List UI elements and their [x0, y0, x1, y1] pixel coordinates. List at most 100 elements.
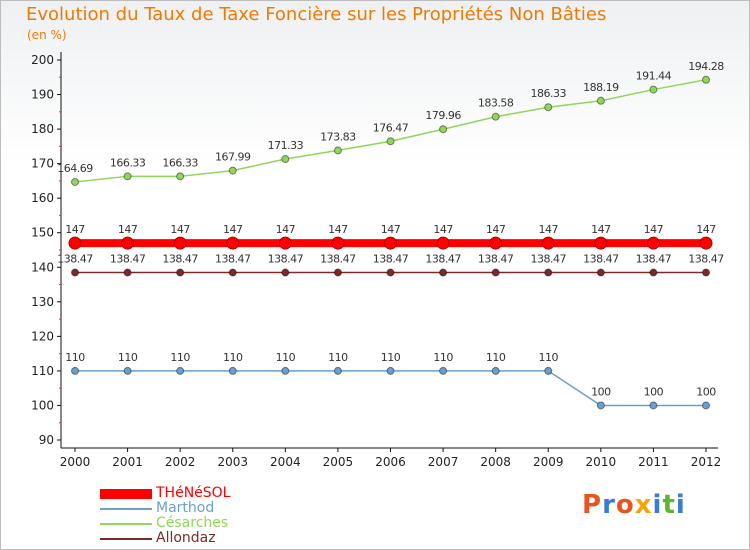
data-label: 138.47 [57, 253, 93, 266]
data-point [439, 366, 448, 375]
data-label: 188.19 [583, 81, 619, 94]
y-tick-label: 190 [31, 88, 54, 102]
data-label: 138.47 [688, 253, 724, 266]
legend-label: Césarches [156, 515, 229, 531]
data-label: 147 [381, 223, 401, 236]
data-point [333, 146, 342, 155]
x-tick-label: 2009 [533, 455, 564, 469]
data-label: 171.33 [268, 139, 304, 152]
data-label: 147 [170, 223, 190, 236]
y-tick-label: 100 [31, 398, 54, 412]
data-point [226, 236, 240, 250]
legend-swatch [100, 508, 152, 510]
data-label: 110 [486, 351, 506, 364]
data-point [649, 401, 658, 410]
legend-label: THéNéSOL [156, 485, 231, 501]
data-label: 138.47 [425, 253, 461, 266]
data-point [333, 366, 342, 375]
y-tick-label: 160 [31, 191, 54, 205]
data-point [386, 268, 395, 277]
data-label: 110 [223, 351, 243, 364]
data-point [71, 268, 79, 277]
data-point [544, 366, 553, 375]
y-tick-label: 130 [31, 295, 54, 309]
y-tick-label: 140 [31, 260, 54, 274]
data-label: 138.47 [478, 253, 514, 266]
data-point [281, 366, 290, 375]
data-label: 110 [276, 351, 296, 364]
data-point [176, 172, 185, 181]
data-label: 166.33 [110, 156, 146, 169]
x-tick-label: 2001 [112, 455, 143, 469]
data-label: 100 [591, 385, 611, 398]
logo-letter: o [615, 490, 635, 520]
data-label: 179.96 [425, 109, 461, 122]
data-point [646, 236, 660, 250]
data-point [702, 75, 710, 84]
data-label: 147 [328, 223, 348, 236]
x-tick-label: 2007 [428, 455, 459, 469]
data-point [71, 177, 79, 186]
data-point [649, 85, 658, 94]
logo-letter: P [582, 490, 603, 520]
x-tick-label: 2005 [323, 455, 354, 469]
data-point [491, 268, 500, 277]
data-point [544, 103, 553, 112]
data-label: 138.47 [373, 253, 409, 266]
data-point [281, 268, 290, 277]
data-point [594, 236, 608, 250]
data-label: 194.28 [688, 60, 724, 73]
data-point [699, 236, 713, 250]
y-tick-label: 170 [31, 157, 54, 171]
data-label: 138.47 [162, 253, 198, 266]
data-point [489, 236, 503, 250]
data-label: 173.83 [320, 130, 356, 143]
data-label: 110 [328, 351, 348, 364]
data-label: 147 [591, 223, 611, 236]
x-tick-label: 2002 [165, 455, 196, 469]
data-point [281, 155, 290, 164]
data-label: 147 [118, 223, 138, 236]
y-tick-label: 150 [31, 226, 54, 240]
data-label: 110 [381, 351, 401, 364]
data-point [176, 268, 185, 277]
legend-swatch [100, 523, 152, 525]
data-label: 138.47 [268, 253, 304, 266]
data-point [228, 366, 237, 375]
data-label: 183.58 [478, 97, 514, 110]
x-tick-label: 2003 [217, 455, 248, 469]
data-point [386, 366, 395, 375]
data-label: 166.33 [162, 156, 198, 169]
data-label: 147 [65, 223, 85, 236]
legend-swatch [100, 538, 152, 540]
legend-label: Marthod [156, 500, 215, 516]
data-label: 110 [539, 351, 559, 364]
data-label: 100 [696, 385, 716, 398]
data-point [71, 366, 79, 375]
unit-label: (en %) [27, 28, 67, 42]
data-point [596, 401, 605, 410]
data-point [173, 236, 187, 250]
data-label: 138.47 [636, 253, 672, 266]
data-point [541, 236, 555, 250]
data-point [278, 236, 292, 250]
logo-letter: r [602, 490, 616, 520]
data-point [228, 166, 237, 175]
data-point [544, 268, 553, 277]
data-label: 138.47 [583, 253, 619, 266]
data-label: 110 [118, 351, 138, 364]
data-point [439, 268, 448, 277]
y-tick-label: 120 [31, 329, 54, 343]
data-point [228, 268, 237, 277]
x-tick-label: 2008 [480, 455, 511, 469]
data-point [123, 172, 132, 181]
y-tick-label: 180 [31, 122, 54, 136]
data-point [384, 236, 397, 250]
data-label: 164.69 [57, 162, 93, 175]
data-point [176, 366, 185, 375]
data-label: 176.47 [373, 121, 409, 134]
data-label: 138.47 [215, 253, 251, 266]
data-label: 110 [65, 351, 85, 364]
